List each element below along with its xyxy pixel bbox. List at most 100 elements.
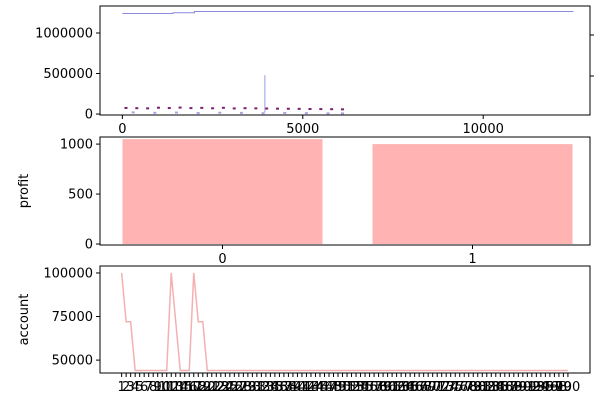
x-tick-label: 20 (199, 380, 216, 395)
scatter-point (286, 107, 290, 110)
x-tick-label: 73 (438, 380, 455, 395)
x-tick-label: 9 (154, 380, 162, 395)
scatter-point (189, 107, 193, 110)
x-tick-label: 43 (303, 380, 320, 395)
x-tick-label: 58 (370, 380, 387, 395)
x-tick-label: 0 (118, 122, 126, 137)
x-tick-label: 98 (551, 380, 568, 395)
y-tick-label: 500000 (43, 67, 93, 82)
line (120, 272, 568, 372)
x-tick-label: 35 (267, 380, 284, 395)
bar (122, 139, 323, 245)
scatter-point (261, 112, 265, 115)
x-tick-label: 38 (280, 380, 297, 395)
x-tick-label: 87 (501, 380, 518, 395)
y-tick-label: 500 (68, 188, 93, 203)
x-tick-label: 21 (204, 380, 221, 395)
x-tick-label: 67 (411, 380, 428, 395)
x-tick-label: 99 (555, 380, 572, 395)
scatter-point (304, 112, 308, 115)
x-tick-label: 18 (190, 380, 207, 395)
y-tick-label: 0 (85, 108, 93, 123)
x-tick-label: 41 (294, 380, 311, 395)
x-tick-label: 44 (307, 380, 324, 395)
x-tick-label: 31 (249, 380, 266, 395)
scatter-point (340, 112, 344, 115)
scatter-point (340, 108, 344, 111)
x-tick-label: 16 (181, 380, 198, 395)
scatter-point (326, 112, 330, 115)
x-tick-label: 97 (546, 380, 563, 395)
x-tick-label: 77 (456, 380, 473, 395)
x-tick-label: 15 (176, 380, 193, 395)
scatter-point (153, 111, 157, 114)
scatter-point (330, 108, 334, 111)
y-tick-label: 0 (85, 238, 93, 253)
x-tick-label: 5 (136, 380, 144, 395)
scatter-point (146, 107, 150, 110)
x-tick-label: 10 (154, 380, 171, 395)
x-tick-label: 60 (379, 380, 396, 395)
x-tick-label: 75 (447, 380, 464, 395)
x-tick-label: 90 (515, 380, 532, 395)
x-tick-label: 13 (167, 380, 184, 395)
scatter-point (243, 107, 247, 110)
x-tick-label: 100 (555, 380, 580, 395)
x-tick-label: 46 (316, 380, 333, 395)
x-tick-label: 8 (149, 380, 157, 395)
x-tick-label: 34 (262, 380, 279, 395)
x-tick-label: 69 (420, 380, 437, 395)
x-tick-label: 81 (474, 380, 491, 395)
x-tick-label: 96 (542, 380, 559, 395)
x-tick-label: 36 (271, 380, 288, 395)
scatter-point (283, 111, 287, 114)
x-tick-label: 37 (276, 380, 293, 395)
x-tick-label: 94 (533, 380, 550, 395)
x-tick-label: 6 (140, 380, 148, 395)
scatter-point (265, 107, 269, 110)
x-tick-label: 85 (492, 380, 509, 395)
x-tick-label: 65 (402, 380, 419, 395)
x-tick-label: 74 (442, 380, 459, 395)
scatter-point (239, 111, 243, 114)
x-tick-label: 49 (330, 380, 347, 395)
bar (372, 144, 573, 245)
scatter-point (218, 111, 222, 114)
x-tick-label: 78 (460, 380, 477, 395)
x-tick-label: 50 (334, 380, 351, 395)
x-tick-label: 30 (244, 380, 261, 395)
y-tick-label: 1000000 (35, 26, 93, 41)
x-tick-label: 56 (361, 380, 378, 395)
x-tick-label: 26 (226, 380, 243, 395)
x-tick-label: 25 (222, 380, 239, 395)
x-tick-label: 61 (384, 380, 401, 395)
y-axis-label: profit (17, 174, 32, 209)
scatter-point (167, 107, 171, 110)
x-tick-label: 66 (406, 380, 423, 395)
line (122, 11, 574, 15)
y-tick-label: 1000 (60, 138, 93, 153)
x-tick-label: 2 (122, 380, 130, 395)
scatter-point (131, 111, 135, 114)
x-tick-label: 5000 (286, 122, 319, 137)
scatter-point (319, 108, 323, 111)
x-tick-label: 19 (195, 380, 212, 395)
x-tick-label: 68 (415, 380, 432, 395)
y-tick-label: 75000 (52, 310, 93, 325)
scatter-point (221, 106, 225, 109)
scatter-point (174, 111, 178, 114)
x-tick-label: 22 (208, 380, 225, 395)
x-tick-label: 14 (172, 380, 189, 395)
x-tick-label: 33 (258, 380, 275, 395)
x-tick-label: 83 (483, 380, 500, 395)
scatter-point (200, 106, 204, 109)
x-tick-label: 64 (397, 380, 414, 395)
scatter-point (135, 107, 139, 110)
scatter-point (308, 108, 312, 111)
x-tick-label: 89 (510, 380, 527, 395)
x-tick-label: 4 (131, 380, 139, 395)
x-tick-label: 91 (519, 380, 536, 395)
scatter-point (156, 106, 160, 109)
x-tick-label: 1 (468, 252, 476, 267)
x-tick-label: 3 (127, 380, 135, 395)
